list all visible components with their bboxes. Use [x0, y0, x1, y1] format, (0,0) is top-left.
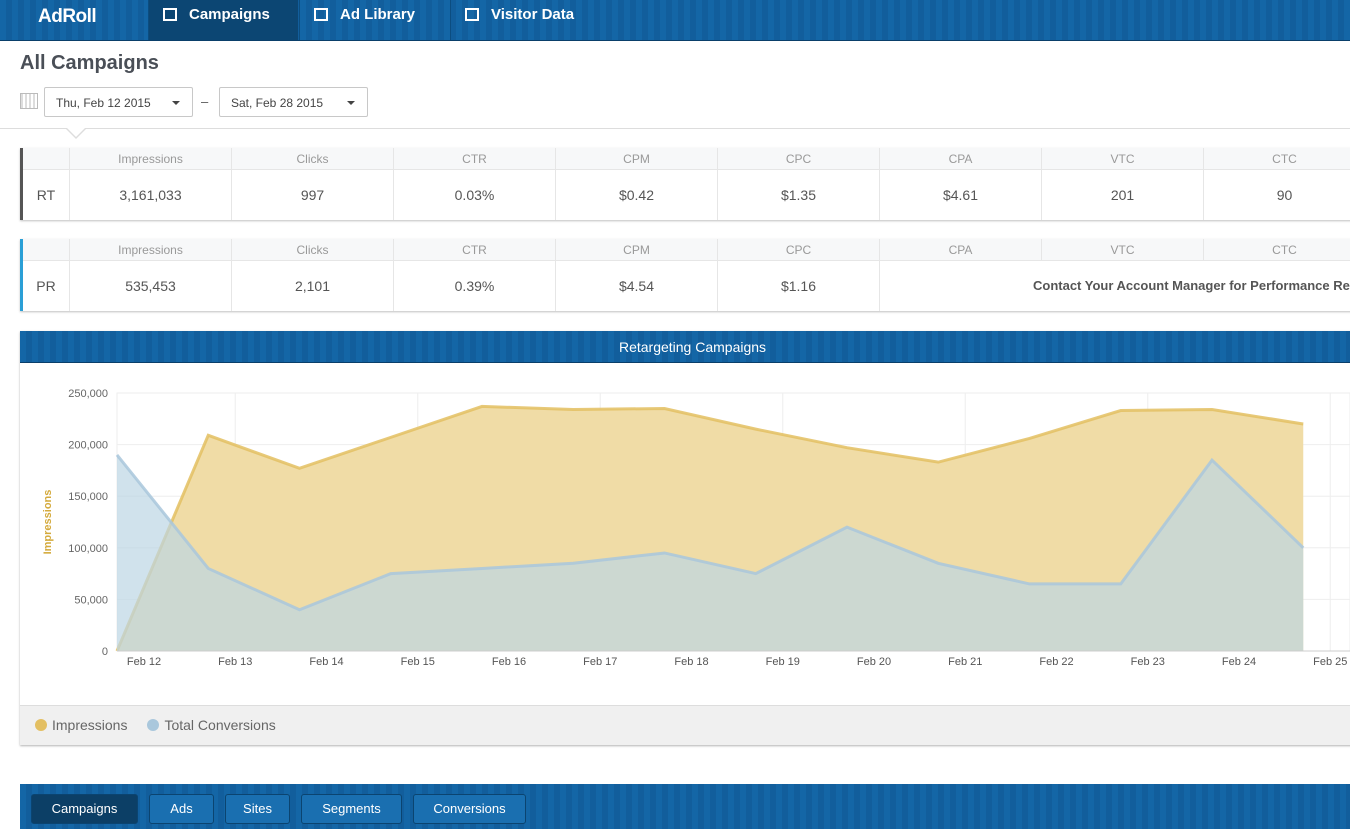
value-cell: 997 [231, 170, 393, 220]
x-tick-label: Feb 18 [674, 656, 708, 668]
header-cell: CTC [1203, 239, 1350, 261]
legend: Impressions Total Conversions [20, 705, 1350, 745]
header-cell: VTC [1041, 239, 1203, 261]
value-cell: $0.42 [555, 170, 717, 220]
tab-button[interactable]: Sites [225, 794, 290, 824]
area [117, 454, 1304, 651]
bottom-tabs: Campaigns Ads Sites Segments Conversions [20, 784, 1350, 829]
line [115, 404, 1304, 652]
x-tick-label: Feb 21 [948, 656, 982, 668]
value-cell: 2,101 [231, 261, 393, 311]
tab-button[interactable]: Ads [149, 794, 214, 824]
value-cell: 0.03% [393, 170, 555, 220]
line [115, 453, 1305, 612]
tab-icon [465, 8, 479, 21]
nav-bar: AdRoll Campaigns Ad Library Visitor Data [0, 0, 1350, 41]
header-cell: Impressions [69, 239, 231, 261]
tab-icon [163, 8, 177, 21]
tab-button[interactable]: Campaigns [31, 794, 138, 824]
header-cell: CPM [555, 239, 717, 261]
start-date[interactable]: Thu, Feb 12 2015 [44, 87, 193, 117]
x-tick-label: Feb 19 [766, 656, 800, 668]
value-cell: 0.39% [393, 261, 555, 311]
value-cell: 535,453 [69, 261, 231, 311]
value-cell: 3,161,033 [69, 170, 231, 220]
legend-swatch [147, 719, 160, 731]
stat-table: RT Impressions Clicks CTR CPM CPC CPA VTC CTC 3,1… [20, 148, 1350, 220]
row-label: RT [36, 187, 56, 203]
y-tick-label: 0 [102, 646, 108, 658]
legend-label[interactable]: Impressions [52, 717, 128, 733]
y-tick-label: 250,000 [68, 388, 108, 400]
calendar-icon [20, 93, 38, 109]
x-tick-label: Feb 12 [127, 656, 161, 668]
tab-button[interactable]: Conversions [413, 794, 526, 824]
divider [0, 128, 1350, 129]
header-cell: Clicks [231, 239, 393, 261]
header-cell: CPC [717, 239, 879, 261]
row-label: PR [36, 278, 56, 294]
end-date[interactable]: Sat, Feb 28 2015 [219, 87, 368, 117]
x-tick-label: Feb 23 [1131, 656, 1165, 668]
y-axis-label: Impressions [42, 490, 54, 555]
value-cell: 90 [1203, 170, 1350, 220]
nav-tab[interactable]: Ad Library [299, 0, 449, 40]
notch-inner [67, 128, 85, 137]
header-cell: Clicks [231, 148, 393, 170]
tab-icon [314, 8, 328, 21]
header-cell: VTC [1041, 148, 1203, 170]
y-tick-label: 100,000 [68, 543, 108, 555]
logo[interactable]: AdRoll [38, 6, 97, 27]
x-tick-label: Feb 16 [492, 656, 526, 668]
message: Contact Your Account Manager for Perform… [879, 261, 1350, 311]
page-title: All Campaigns [20, 52, 159, 74]
x-tick-label: Feb 17 [583, 656, 617, 668]
value-cell: $1.35 [717, 170, 879, 220]
header-cell [23, 148, 69, 170]
header-cell: CTR [393, 148, 555, 170]
header-cell: Impressions [69, 148, 231, 170]
x-tick-label: Feb 20 [857, 656, 891, 668]
chart: 0 50,000 100,000 150,000 200,000 250,000 Impre… [42, 388, 1350, 668]
header-cell: CPC [717, 148, 879, 170]
y-tick-label: 200,000 [68, 440, 108, 452]
header-cell [23, 239, 69, 261]
x-tick-label: Feb 25 [1313, 656, 1347, 668]
header-cell: CTC [1203, 148, 1350, 170]
x-tick-label: Feb 24 [1222, 656, 1256, 668]
value-cell: $4.61 [879, 170, 1041, 220]
header-cell: CTR [393, 239, 555, 261]
header-cell: CPM [555, 148, 717, 170]
value-cell: 201 [1041, 170, 1203, 220]
y-tick-label: 50,000 [74, 594, 108, 606]
x-tick-label: Feb 15 [401, 656, 435, 668]
date-separator: – [201, 94, 209, 109]
legend-swatch [35, 719, 47, 731]
x-tick-label: Feb 22 [1039, 656, 1073, 668]
nav-tab[interactable]: Campaigns [148, 0, 298, 40]
legend-label[interactable]: Total Conversions [164, 717, 276, 733]
chart-panel: Retargeting Campaigns 0 50,000 100,000 150,… [20, 331, 1350, 745]
x-tick-label: Feb 13 [218, 656, 252, 668]
x-tick-label: Feb 14 [309, 656, 343, 668]
value-cell: $1.16 [717, 261, 879, 311]
header-cell: CPA [879, 239, 1041, 261]
header-cell: CPA [879, 148, 1041, 170]
tab-button[interactable]: Segments [301, 794, 402, 824]
stat-table: PR Impressions Clicks CTR CPM CPC CPA VTC CTC 535… [20, 239, 1350, 311]
value-cell: $4.54 [555, 261, 717, 311]
y-tick-label: 150,000 [68, 491, 108, 503]
nav-tab[interactable]: Visitor Data [450, 0, 600, 40]
chart-title: Retargeting Campaigns [20, 331, 1350, 363]
